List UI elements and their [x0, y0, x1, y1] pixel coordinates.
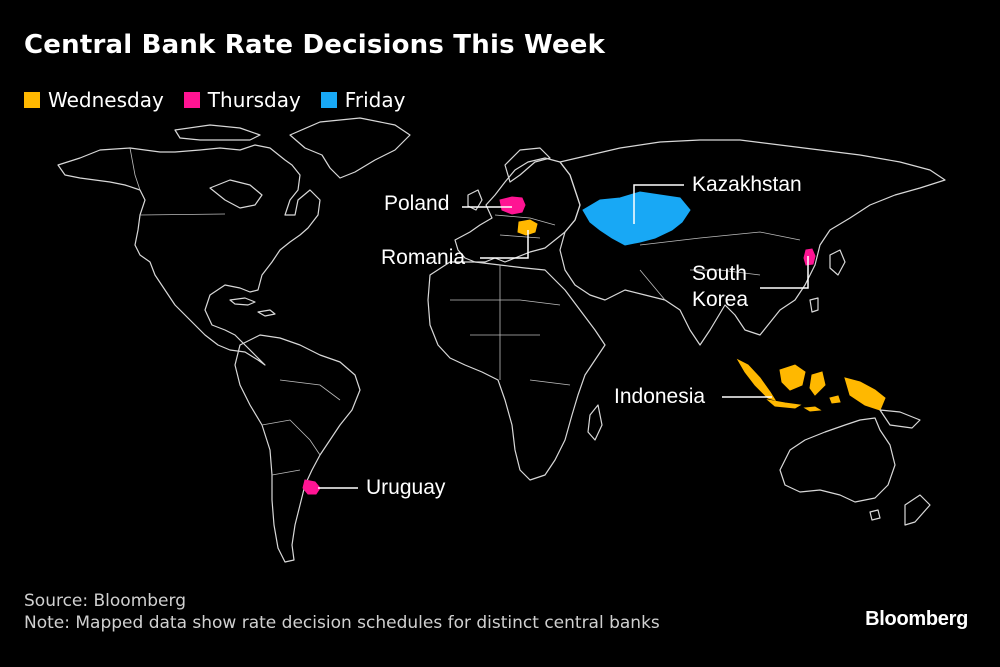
south-korea-label-line2: Korea: [692, 288, 749, 311]
north-america-outline: [57, 144, 321, 366]
legend-item-thursday: Thursday: [183, 88, 301, 112]
indonesia-shape: [736, 358, 886, 412]
romania-label: Romania: [381, 246, 466, 269]
legend-item-wednesday: Wednesday: [24, 88, 164, 112]
chart-title: Central Bank Rate Decisions This Week: [24, 30, 606, 60]
asia-outline: [559, 139, 946, 346]
legend-label: Wednesday: [48, 88, 164, 112]
uruguay-label: Uruguay: [366, 476, 446, 499]
legend-item-friday: Friday: [320, 88, 406, 112]
romania-shape: [517, 219, 538, 236]
poland-shape: [499, 196, 526, 215]
south-america-outline: [234, 334, 361, 563]
thursday-swatch: [183, 92, 200, 108]
wednesday-swatch: [24, 92, 40, 108]
source-text: Source: Bloomberg: [24, 591, 186, 611]
legend-label: Friday: [344, 88, 406, 112]
footer: Source: Bloomberg Note: Mapped data show…: [24, 590, 660, 634]
leader-lines: [318, 184, 809, 489]
south-korea-shape: [803, 248, 816, 266]
poland-label: Poland: [384, 192, 450, 215]
australia-outline: [779, 417, 896, 503]
legend: Wednesday Thursday Friday: [24, 88, 405, 112]
bloomberg-logo: Bloomberg: [865, 608, 968, 630]
south-korea-label-line1: South: [692, 262, 747, 285]
africa-outline: [427, 261, 606, 481]
greenland-outline: [289, 117, 411, 179]
note-text: Note: Mapped data show rate decision sch…: [24, 613, 660, 633]
friday-swatch: [320, 92, 337, 108]
kazakhstan-shape: [582, 191, 691, 246]
uruguay-shape: [302, 479, 321, 495]
legend-label: Thursday: [207, 88, 301, 112]
indonesia-label: Indonesia: [614, 385, 706, 408]
kazakhstan-label: Kazakhstan: [692, 173, 802, 196]
